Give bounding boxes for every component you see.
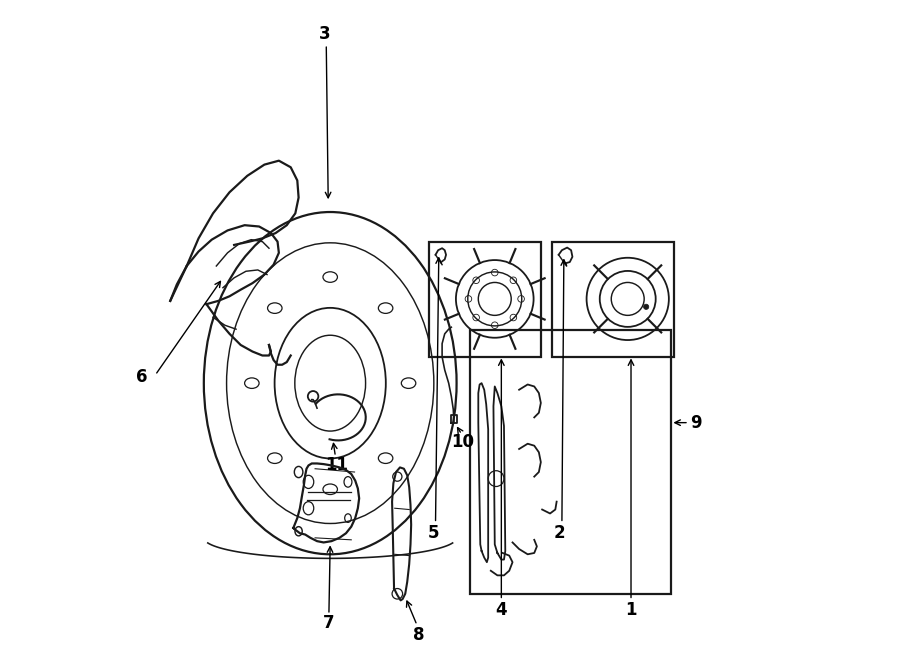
Text: 3: 3 bbox=[320, 25, 331, 44]
Bar bbox=[429, 242, 541, 357]
Text: 7: 7 bbox=[322, 615, 334, 633]
Text: 9: 9 bbox=[690, 414, 702, 432]
Text: 10: 10 bbox=[452, 434, 474, 451]
Bar bbox=[552, 242, 674, 357]
Text: 2: 2 bbox=[554, 524, 566, 542]
Circle shape bbox=[644, 304, 649, 309]
Text: 11: 11 bbox=[325, 457, 348, 475]
Bar bbox=[470, 330, 670, 594]
Text: 8: 8 bbox=[413, 625, 424, 644]
Text: 6: 6 bbox=[136, 368, 148, 385]
Text: 5: 5 bbox=[428, 524, 439, 542]
Text: 1: 1 bbox=[626, 602, 637, 619]
Text: 4: 4 bbox=[496, 602, 508, 619]
